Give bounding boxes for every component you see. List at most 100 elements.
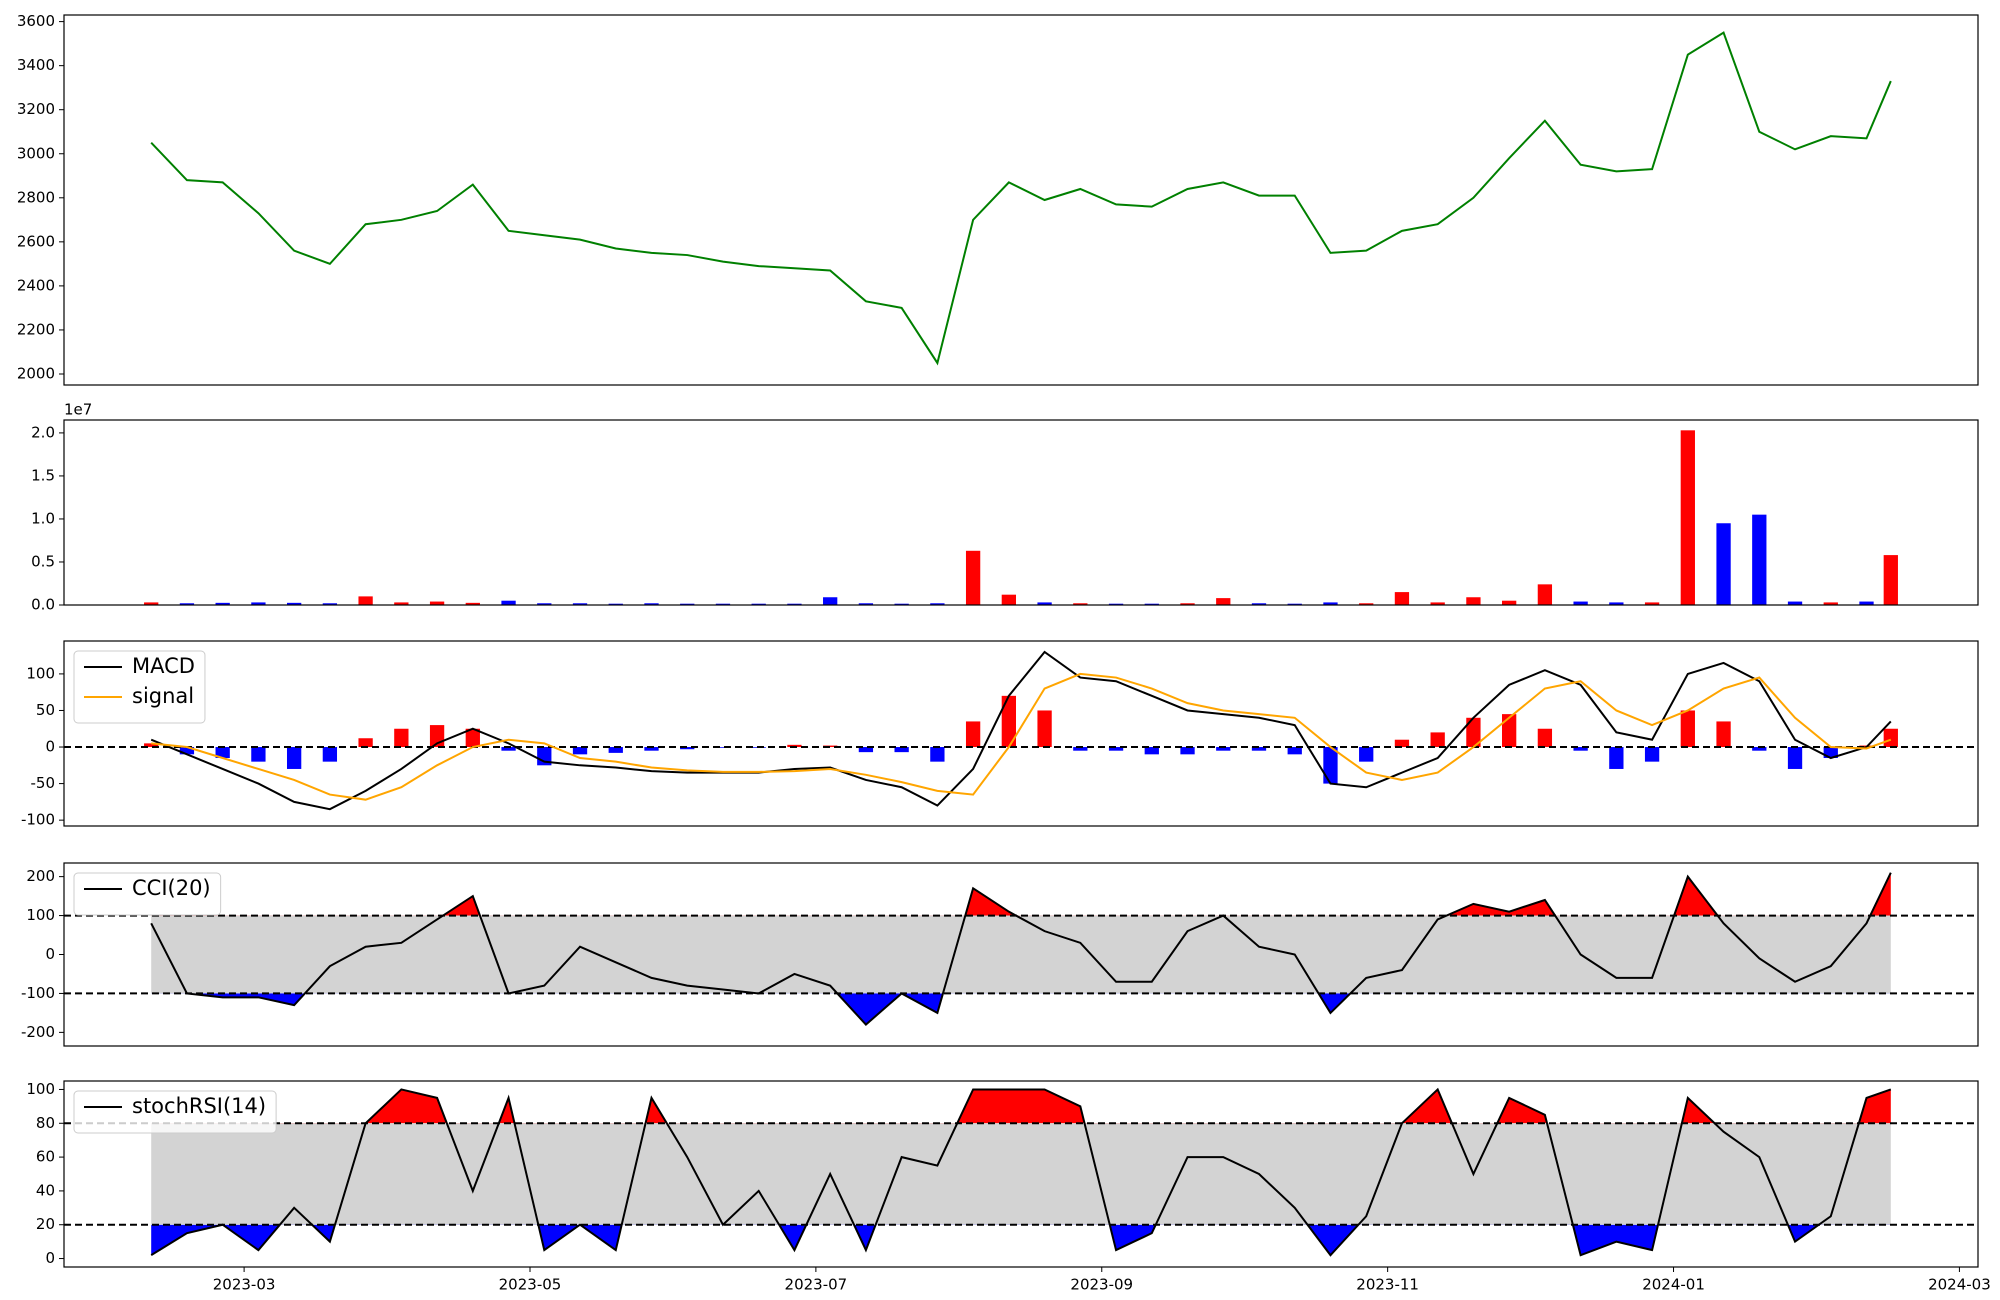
series-line: [150, 31, 1892, 366]
y-tick-label: 40: [36, 1181, 55, 1199]
histogram-bar: [1359, 747, 1374, 762]
x-tick-label: 2023-05: [499, 1276, 562, 1294]
bar: [465, 602, 480, 605]
histogram-bar: [1430, 732, 1445, 748]
y-tick-label: 2.0: [31, 423, 55, 441]
bar: [823, 597, 838, 605]
bar: [572, 603, 588, 605]
y-tick-label: 3600: [17, 12, 55, 30]
histogram-bar: [858, 747, 874, 753]
frame: [63, 14, 1979, 386]
bar: [322, 603, 338, 605]
histogram-bar: [1644, 747, 1660, 762]
y-tick-label: -100: [21, 984, 55, 1002]
histogram-bar: [894, 747, 909, 753]
bar: [1394, 592, 1410, 605]
y-tick-label: 50: [36, 701, 55, 719]
x-tick-label: 2024-01: [1642, 1276, 1705, 1294]
bar: [1430, 602, 1445, 605]
histogram-bar: [1823, 747, 1838, 758]
y-tick-label: 0: [45, 1249, 55, 1267]
series-line: [150, 872, 1892, 1026]
bar: [608, 603, 623, 605]
x-tick-label: 2023-11: [1356, 1276, 1419, 1294]
x-tick-label: 2023-03: [213, 1276, 276, 1294]
bar: [1287, 603, 1302, 605]
series-line: [150, 650, 1892, 811]
histogram-bar: [1752, 747, 1767, 751]
histogram-bar: [1180, 747, 1195, 755]
histogram-bar: [715, 747, 731, 748]
legend: stochRSI(14): [73, 1090, 277, 1134]
y-tick-label: 0.5: [31, 552, 55, 570]
histogram-bar: [823, 745, 838, 748]
histogram-bar: [394, 728, 409, 748]
series-line: [150, 1087, 1892, 1257]
bar: [1787, 601, 1803, 605]
bar: [1573, 601, 1588, 605]
bar: [930, 603, 945, 605]
y-tick-label: 3400: [17, 56, 55, 74]
y-tick-label: -100: [21, 811, 55, 829]
x-tick-label: 2023-09: [1070, 1276, 1133, 1294]
histogram-bar: [608, 747, 623, 753]
bar: [501, 600, 516, 605]
histogram-bar: [1680, 710, 1695, 748]
x-tick-label: 2023-07: [785, 1276, 848, 1294]
histogram-bar: [680, 747, 695, 750]
bar: [894, 603, 909, 605]
bar: [215, 602, 230, 605]
y-tick-label: 2800: [17, 188, 55, 206]
legend-label: MACD: [132, 654, 195, 678]
histogram-bar: [1287, 747, 1302, 755]
bar: [537, 603, 552, 605]
band: [151, 1123, 1891, 1225]
bar: [715, 603, 731, 605]
y-tick-label: 0: [45, 738, 55, 756]
bar: [965, 550, 981, 605]
histogram-bar: [1716, 721, 1731, 748]
histogram-bar: [930, 747, 945, 762]
bar: [1144, 603, 1159, 605]
y-tick-label: -50: [31, 774, 56, 792]
legend: MACD signal: [73, 650, 206, 724]
histogram-bar: [322, 747, 338, 762]
bar: [1323, 602, 1338, 605]
bar: [429, 601, 445, 605]
frame: [63, 640, 1979, 827]
bar: [394, 602, 409, 605]
histogram-bar: [572, 747, 588, 755]
bar: [1716, 523, 1731, 605]
histogram-bar: [179, 747, 195, 755]
histogram-bar: [1466, 717, 1481, 748]
bar: [1883, 555, 1898, 605]
legend: CCI(20): [73, 872, 222, 916]
histogram-bar: [1037, 710, 1052, 748]
panel: [150, 31, 1892, 366]
frame: [63, 419, 1979, 606]
bar: [286, 602, 302, 605]
histogram-bar: [465, 728, 480, 748]
legend-box: [73, 872, 222, 916]
histogram-bar: [1216, 747, 1231, 751]
histogram-bar: [1394, 739, 1410, 748]
bar: [1001, 594, 1016, 605]
histogram-bar: [1573, 747, 1588, 751]
histogram-bar: [1502, 714, 1517, 748]
y-tick-label: 200: [26, 867, 55, 885]
bar: [358, 596, 373, 605]
bar: [1752, 514, 1767, 605]
bar: [251, 602, 266, 605]
offset-text: 1e7: [64, 401, 92, 419]
bar: [787, 603, 802, 605]
bar: [1359, 603, 1374, 605]
y-tick-label: 0: [45, 945, 55, 963]
histogram-bar: [1144, 747, 1159, 755]
y-tick-label: 100: [26, 664, 55, 682]
histogram-bar: [1883, 728, 1898, 748]
y-tick-label: 3000: [17, 144, 55, 162]
histogram-bar: [1787, 747, 1803, 769]
band: [151, 915, 1891, 994]
y-tick-label: 3200: [17, 100, 55, 118]
